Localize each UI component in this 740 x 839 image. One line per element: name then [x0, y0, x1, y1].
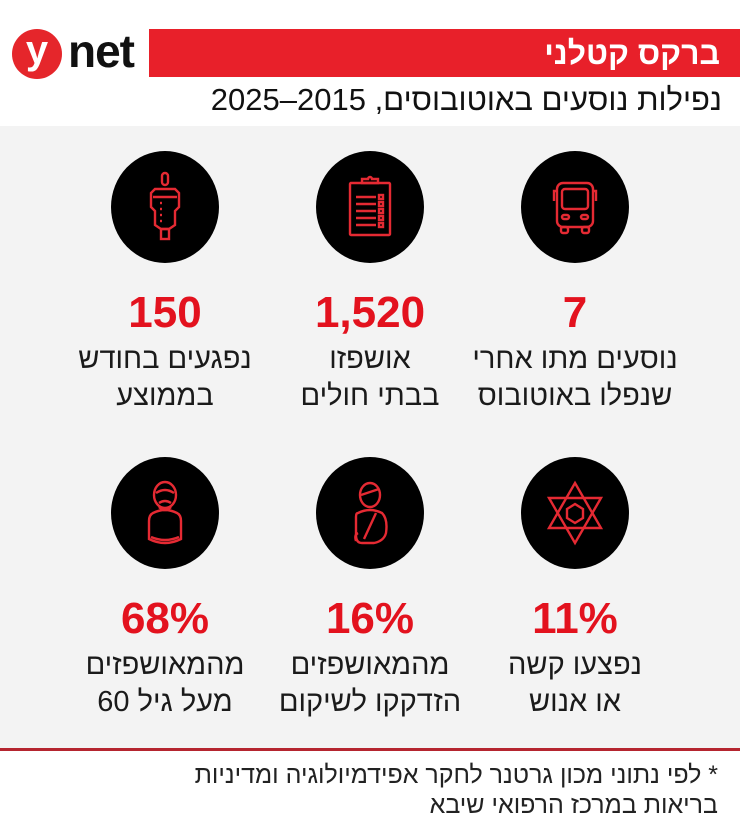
stat-label: מהמאושפזים הזדקקו לשיקום: [260, 647, 480, 721]
stat-value: 11%: [532, 594, 618, 643]
footnote-line2: בריאות במרכז הרפואי שיבא: [429, 791, 718, 819]
stat-card: 7 נוסעים מתו אחרי שנפלו באוטובוס: [465, 151, 685, 415]
stat-label-line1: נוסעים מתו אחרי: [472, 343, 678, 375]
divider-line: [0, 748, 740, 751]
stat-label-line1: נפצעו קשה: [508, 649, 642, 681]
injured-person-icon: [354, 481, 388, 545]
ynet-logo: y net: [12, 25, 135, 80]
stat-label: נפצעו קשה או אנוש: [465, 647, 685, 721]
stat-value: 1,520: [314, 288, 426, 337]
iv-bag-icon: [149, 171, 181, 241]
stat-label-line2: או אנוש: [529, 686, 621, 718]
stat-label-line2: הזדקקו לשיקום: [278, 686, 462, 718]
stat-value: 150: [128, 288, 202, 337]
title-bar: ברקס קטלני: [149, 29, 740, 77]
clipboard-icon: [348, 175, 392, 237]
icon-badge: [316, 151, 424, 263]
footnote-line1: * לפי נתוני מכון גרטנר לחקר אפידמיולוגיה…: [194, 761, 718, 789]
stat-label-line1: מהמאושפזים: [85, 649, 245, 681]
stat-label-line1: נפגעים בחודש: [78, 343, 252, 375]
stat-label-line2: בממוצע: [116, 380, 214, 412]
subtitle: נפילות נוסעים באוטובוסים, 2015–2025: [210, 82, 722, 117]
stat-label-line1: אושפזו: [329, 343, 411, 375]
stat-card: 150 נפגעים בחודש בממוצע: [55, 151, 275, 415]
stat-card: 68% מהמאושפזים מעל גיל 60: [55, 457, 275, 721]
elderly-person-icon: [147, 480, 183, 545]
logo-circle: y: [12, 29, 62, 79]
stat-label: מהמאושפזים מעל גיל 60: [55, 647, 275, 721]
stat-card: 16% מהמאושפזים הזדקקו לשיקום: [260, 457, 480, 721]
stat-label-line2: בבתי חולים: [300, 380, 440, 412]
source-footnote: * לפי נתוני מכון גרטנר לחקר אפידמיולוגיה…: [38, 760, 718, 820]
stat-value: 68%: [120, 594, 210, 643]
icon-badge: [521, 151, 629, 263]
stat-label-line2: מעל גיל 60: [97, 686, 233, 718]
stat-card: 11% נפצעו קשה או אנוש: [465, 457, 685, 721]
icon-badge: [111, 151, 219, 263]
stat-value: 16%: [325, 594, 415, 643]
stat-card: 1,520 אושפזו בבתי חולים: [260, 151, 480, 415]
stat-label-line1: מהמאושפזים: [290, 649, 450, 681]
logo-word: net: [68, 25, 135, 77]
star-of-david-icon: [546, 480, 604, 546]
stat-label: אושפזו בבתי חולים: [260, 341, 480, 415]
icon-badge: [521, 457, 629, 569]
stat-label: נוסעים מתו אחרי שנפלו באוטובוס: [465, 341, 685, 415]
bus-icon: [552, 181, 598, 235]
stat-label: נפגעים בחודש בממוצע: [55, 341, 275, 415]
stat-label-line2: שנפלו באוטובוס: [477, 380, 673, 412]
icon-badge: [316, 457, 424, 569]
page-title: ברקס קטלני: [544, 35, 720, 71]
stat-value: 7: [562, 288, 588, 337]
stats-grid: 7 נוסעים מתו אחרי שנפלו באוטובוס 1,520 א…: [0, 126, 740, 746]
icon-badge: [111, 457, 219, 569]
